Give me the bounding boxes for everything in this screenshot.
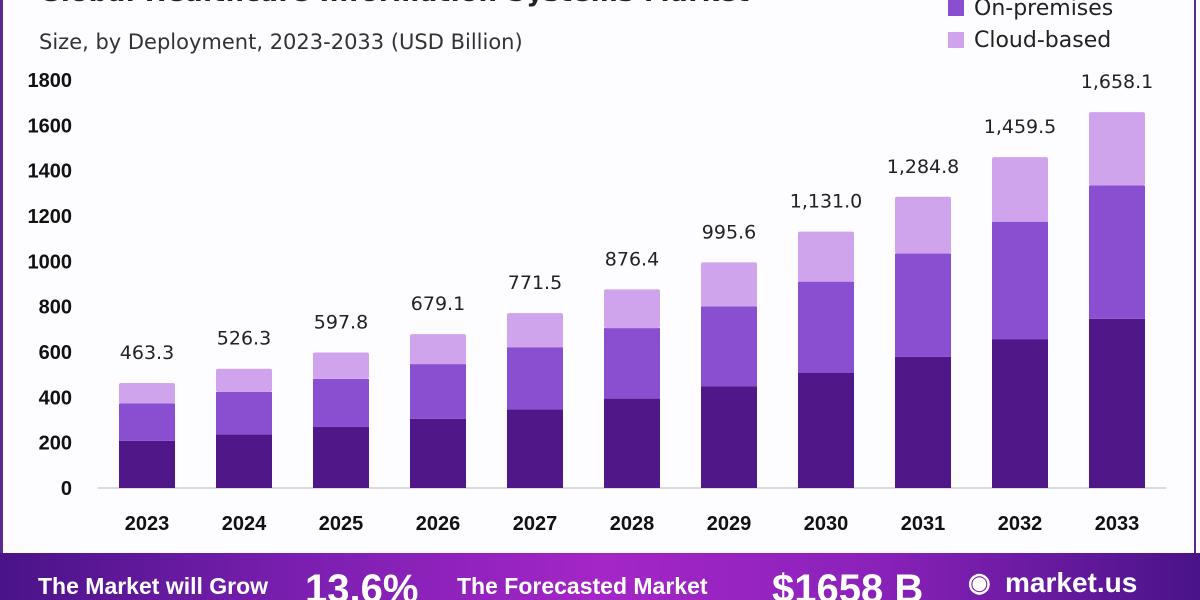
bar-segment-cloud-based — [119, 382, 175, 404]
banner-forecast-text: The Forecasted Market — [457, 573, 708, 599]
bar-segment-series-1 — [410, 418, 466, 488]
bar-segment-cloud-based — [992, 157, 1048, 222]
legend-swatch-on-premises — [948, 0, 964, 16]
x-tick-label: 2033 — [1095, 513, 1140, 535]
bar-segment-series-1 — [604, 398, 660, 488]
bar-segment-on-premises — [895, 253, 951, 357]
x-tick-label: 2029 — [707, 513, 752, 535]
bar-segment-series-1 — [507, 409, 563, 488]
bar-stack-2026 — [410, 334, 466, 488]
y-tick-label: 400 — [39, 387, 72, 409]
bar-stack-2025 — [313, 352, 369, 488]
banner-grow-text: The Market will Grow — [38, 573, 269, 599]
bar-total-label: 876.4 — [605, 248, 659, 270]
bar-total-label: 995.6 — [702, 221, 756, 243]
bar-total-label: 1,459.5 — [984, 116, 1057, 138]
bar-segment-cloud-based — [507, 313, 563, 348]
bar-segment-on-premises — [119, 403, 175, 441]
bar-total-label: 1,284.8 — [887, 156, 960, 178]
x-tick-label: 2030 — [804, 513, 849, 535]
bar-segment-cloud-based — [313, 352, 369, 379]
stacked-bar-chart: 0 200 400 600 800 1000 1200 1400 1600 1800 463.3 5… — [28, 70, 1166, 535]
bar-segment-on-premises — [798, 281, 854, 373]
bar-segment-series-1 — [119, 440, 175, 488]
bar-stack-2033 — [1089, 112, 1145, 488]
bar-total-label: 771.5 — [508, 272, 562, 294]
y-tick-label: 800 — [39, 297, 72, 319]
bar-segment-on-premises — [701, 306, 757, 387]
x-tick-label: 2023 — [125, 513, 170, 535]
bar-segment-cloud-based — [410, 334, 466, 365]
banner-cagr: 13.6% — [305, 567, 419, 600]
bar-segment-cloud-based — [895, 196, 951, 254]
y-tick-label: 1600 — [28, 115, 73, 137]
y-axis: 0 200 400 600 800 1000 1200 1400 1600 1800 — [28, 70, 73, 500]
bar-segment-series-1 — [798, 372, 854, 488]
legend-swatch-cloud-based — [948, 32, 964, 48]
bar-segment-cloud-based — [701, 262, 757, 307]
x-tick-label: 2026 — [416, 513, 461, 535]
x-tick-label: 2024 — [222, 513, 267, 535]
legend-label: On-premises — [974, 0, 1114, 21]
bar-stack-2023 — [119, 382, 175, 488]
x-axis: 2023 2024 2025 2026 2027 2028 2029 2030 2031 2032… — [125, 513, 1140, 535]
summary-banner: The Market will Grow 13.6% The Forecaste… — [0, 553, 1200, 600]
legend: On-premises Cloud-based — [948, 0, 1113, 56]
bar-segment-series-1 — [992, 339, 1048, 488]
bar-total-label: 679.1 — [411, 293, 465, 315]
legend-item-cloud-based: Cloud-based — [948, 24, 1113, 56]
y-tick-label: 1800 — [28, 70, 73, 92]
x-tick-label: 2032 — [998, 513, 1043, 535]
bar-segment-on-premises — [992, 221, 1048, 340]
bar-stack-2028 — [604, 289, 660, 488]
bar-segment-series-1 — [216, 434, 272, 488]
bar-stack-2029 — [701, 262, 757, 488]
bar-stack-2030 — [798, 231, 854, 488]
x-tick-label: 2028 — [610, 513, 655, 535]
chart-title: Global Healthcare Information Systems Ma… — [39, 0, 750, 8]
legend-item-on-premises: On-premises — [948, 0, 1113, 24]
bar-stack-2031 — [895, 196, 951, 488]
brand-name: market.us — [1005, 567, 1138, 598]
brand-logo-icon: ◉ — [968, 567, 991, 597]
bar-segment-cloud-based — [1089, 112, 1145, 186]
y-tick-label: 1400 — [28, 161, 73, 183]
bar-total-label: 463.3 — [120, 342, 174, 364]
bar-total-label: 526.3 — [217, 328, 271, 350]
y-tick-label: 1200 — [28, 206, 73, 228]
chart-subtitle: Size, by Deployment, 2023-2033 (USD Bill… — [39, 30, 523, 54]
y-tick-label: 600 — [39, 342, 72, 364]
bar-stack-2024 — [216, 368, 272, 488]
bar-stack-2032 — [992, 157, 1048, 488]
bars: 463.3 526.3 597.8 679.1 771.5 876.4 995.6 1,131… — [119, 71, 1153, 488]
x-tick-label: 2025 — [319, 513, 364, 535]
x-tick-label: 2027 — [513, 513, 558, 535]
legend-label: Cloud-based — [974, 27, 1112, 53]
bar-segment-cloud-based — [798, 231, 854, 282]
bar-segment-on-premises — [410, 364, 466, 419]
y-tick-label: 0 — [61, 478, 72, 500]
bar-segment-cloud-based — [216, 368, 272, 392]
bar-segment-series-1 — [1089, 318, 1145, 488]
bar-segment-on-premises — [216, 391, 272, 435]
banner-forecast-value: $1658 B — [772, 567, 924, 600]
bar-total-label: 597.8 — [314, 311, 368, 333]
bar-segment-on-premises — [507, 347, 563, 410]
bar-segment-cloud-based — [604, 289, 660, 329]
bar-segment-on-premises — [604, 328, 660, 399]
bar-segment-series-1 — [701, 386, 757, 488]
bar-segment-on-premises — [1089, 185, 1145, 319]
bar-total-label: 1,658.1 — [1081, 71, 1154, 93]
y-tick-label: 200 — [39, 433, 72, 455]
bar-segment-series-1 — [313, 427, 369, 488]
x-tick-label: 2031 — [901, 513, 946, 535]
bar-stack-2027 — [507, 313, 563, 488]
y-tick-label: 1000 — [28, 251, 73, 273]
bar-segment-on-premises — [313, 378, 369, 428]
bar-segment-series-1 — [895, 356, 951, 488]
bar-total-label: 1,131.0 — [790, 191, 863, 213]
